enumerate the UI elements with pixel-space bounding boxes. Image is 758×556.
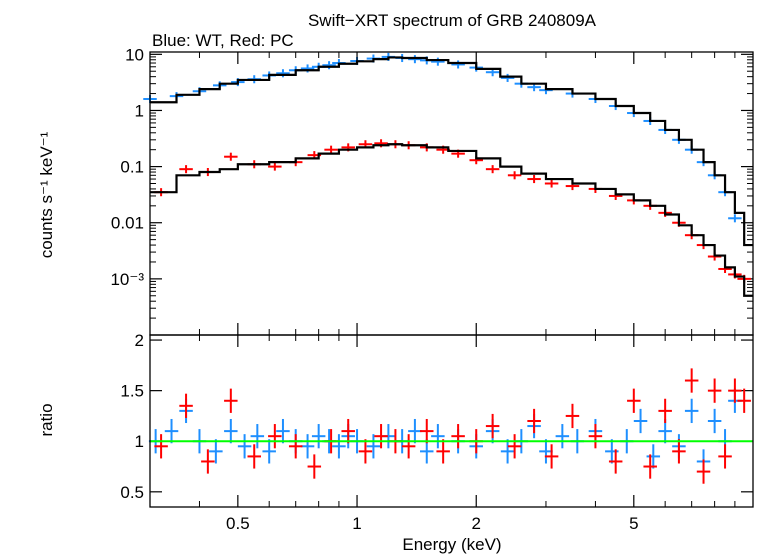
x-axis-label: Energy (keV): [402, 535, 501, 554]
ratio-y-tick-label: 0.5: [120, 483, 144, 502]
y-tick-label: 10⁻³: [110, 270, 144, 289]
x-tick-label: 2: [472, 514, 481, 533]
top-y-axis-label: counts s⁻¹ keV⁻¹: [37, 131, 56, 258]
ratio-panel-frame: [149, 334, 754, 508]
y-tick-label: 1: [135, 101, 144, 120]
spectrum-panel: 10 1 0.1 0.01 10⁻³: [110, 45, 753, 319]
y-tick-label: 0.01: [111, 214, 144, 233]
x-tick-label: 5: [629, 514, 638, 533]
chart-subtitle: Blue: WT, Red: PC: [152, 31, 294, 50]
model-step-line: [150, 56, 753, 247]
ratio-y-tick-label: 1: [135, 432, 144, 451]
y-tick-label: 0.1: [120, 158, 144, 177]
spectrum-panel-frame: [149, 51, 754, 336]
chart-title: Swift−XRT spectrum of GRB 240809A: [308, 11, 597, 30]
x-tick-label: 0.5: [226, 514, 250, 533]
model-step-line: [150, 143, 753, 297]
ratio-y-tick-label: 2: [135, 331, 144, 350]
y-tick-label: 10: [125, 45, 144, 64]
bottom-y-axis-label: ratio: [37, 403, 56, 436]
ratio-y-tick-label: 1.5: [120, 382, 144, 401]
x-tick-label: 1: [352, 514, 361, 533]
ratio-panel: 0.5 1 2 5 0.5 1 1.5 2: [120, 52, 753, 533]
